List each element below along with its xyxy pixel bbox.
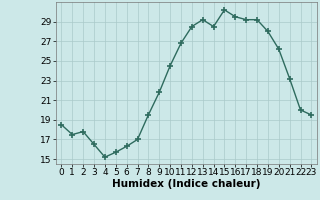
X-axis label: Humidex (Indice chaleur): Humidex (Indice chaleur) xyxy=(112,179,261,189)
